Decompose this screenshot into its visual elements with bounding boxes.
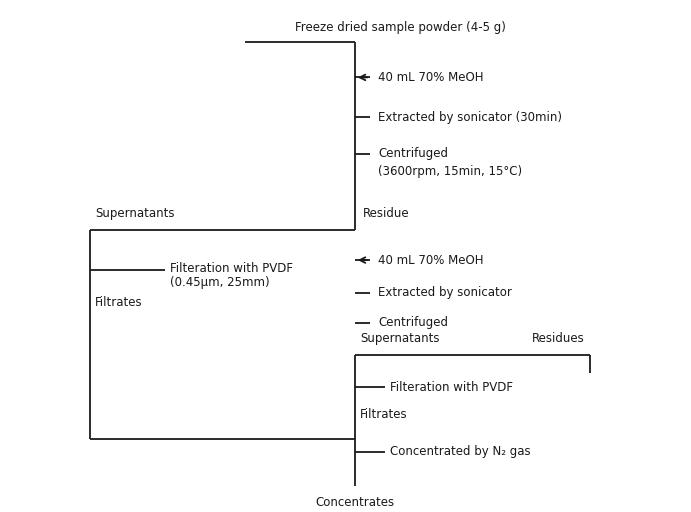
Text: Filtrates: Filtrates [95,296,142,309]
Text: Residue: Residue [363,207,410,220]
Text: Supernatants: Supernatants [360,332,439,346]
Text: Centrifuged: Centrifuged [378,147,448,160]
Text: (3600rpm, 15min, 15°C): (3600rpm, 15min, 15°C) [378,165,522,178]
Text: 40 mL 70% MeOH: 40 mL 70% MeOH [378,253,484,267]
Text: Residues: Residues [532,332,585,346]
Text: Extracted by sonicator (30min): Extracted by sonicator (30min) [378,111,562,123]
Text: Concentrates: Concentrates [315,496,395,509]
Text: Filteration with PVDF: Filteration with PVDF [390,380,513,394]
Text: Extracted by sonicator: Extracted by sonicator [378,286,512,300]
Text: (0.45μm, 25mm): (0.45μm, 25mm) [170,276,269,289]
Text: Concentrated by N₂ gas: Concentrated by N₂ gas [390,445,531,458]
Text: Supernatants: Supernatants [95,207,175,220]
Text: Freeze dried sample powder (4-5 g): Freeze dried sample powder (4-5 g) [294,22,505,34]
Text: Filteration with PVDF: Filteration with PVDF [170,262,293,274]
Text: Centrifuged: Centrifuged [378,316,448,329]
Text: 40 mL 70% MeOH: 40 mL 70% MeOH [378,71,484,84]
Text: Filtrates: Filtrates [360,409,408,421]
